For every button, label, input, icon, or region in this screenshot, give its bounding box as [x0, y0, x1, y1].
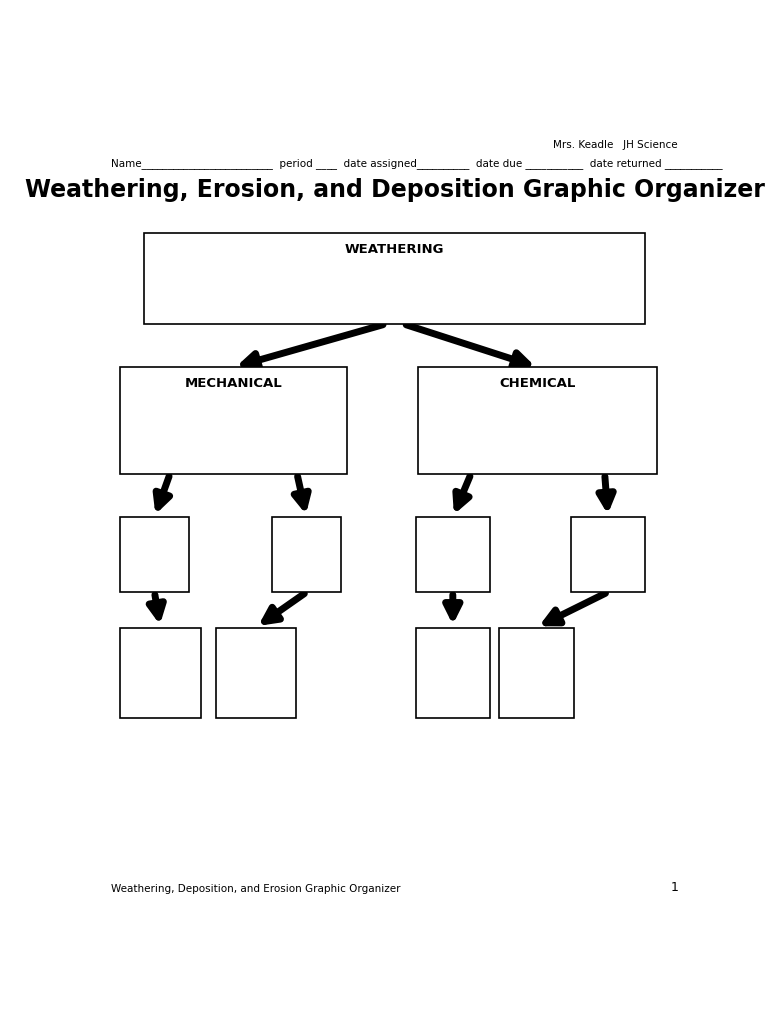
Text: Name_________________________  period ____  date assigned__________  date due __: Name_________________________ period ___… [111, 159, 723, 169]
Text: 1: 1 [670, 881, 678, 894]
Text: WEATHERING: WEATHERING [345, 243, 444, 256]
FancyBboxPatch shape [120, 368, 346, 474]
Text: Weathering, Deposition, and Erosion Graphic Organizer: Weathering, Deposition, and Erosion Grap… [111, 884, 400, 894]
Text: MECHANICAL: MECHANICAL [185, 377, 283, 390]
FancyBboxPatch shape [144, 233, 645, 324]
Text: Weathering, Erosion, and Deposition Graphic Organizer: Weathering, Erosion, and Deposition Grap… [25, 178, 765, 202]
FancyBboxPatch shape [120, 517, 189, 592]
FancyBboxPatch shape [571, 517, 645, 592]
FancyBboxPatch shape [120, 628, 201, 718]
FancyBboxPatch shape [419, 368, 658, 474]
FancyBboxPatch shape [416, 628, 490, 718]
Text: Mrs. Keadle   JH Science: Mrs. Keadle JH Science [554, 140, 678, 151]
FancyBboxPatch shape [416, 517, 490, 592]
FancyBboxPatch shape [499, 628, 574, 718]
FancyBboxPatch shape [273, 517, 341, 592]
FancyBboxPatch shape [216, 628, 296, 718]
Text: CHEMICAL: CHEMICAL [500, 377, 576, 390]
